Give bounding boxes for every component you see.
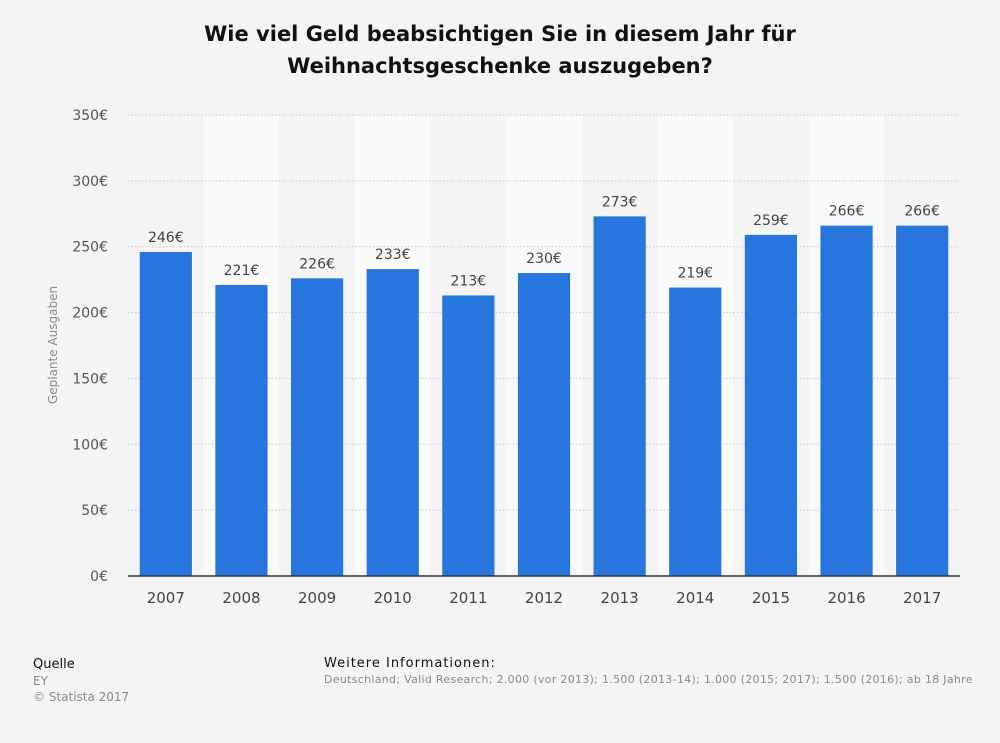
bar — [290, 278, 344, 576]
y-axis-title: Geplante Ausgaben — [46, 286, 60, 404]
y-tick-label: 300€ — [72, 174, 108, 190]
data-label: 219€ — [677, 266, 713, 282]
y-tick-label: 50€ — [81, 503, 108, 519]
y-tick-label: 200€ — [72, 306, 108, 322]
x-tick-label: 2015 — [752, 589, 790, 607]
x-tick-label: 2010 — [374, 589, 412, 607]
bar — [593, 216, 646, 577]
x-tick-label: 2012 — [525, 589, 563, 607]
source-block: Quelle EY © Statista 2017 — [33, 657, 129, 705]
data-label: 226€ — [299, 256, 335, 272]
data-label: 273€ — [602, 194, 638, 210]
y-tick-label: 100€ — [72, 437, 108, 453]
y-tick-label: 150€ — [72, 371, 108, 387]
info-heading: Weitere Informationen: — [324, 656, 496, 671]
bar — [442, 295, 495, 576]
y-tick-label: 350€ — [72, 108, 108, 124]
chart-title-line-2: Weihnachtsgeschenke auszugeben? — [287, 54, 713, 78]
chart-title: Wie viel Geld beabsichtigen Sie in diese… — [0, 18, 1000, 82]
bar — [215, 284, 268, 576]
data-label: 266€ — [829, 204, 865, 220]
x-tick-label: 2013 — [601, 589, 639, 607]
x-tick-label: 2016 — [827, 589, 865, 607]
data-label: 266€ — [904, 204, 940, 220]
bar — [744, 234, 798, 577]
bar — [669, 287, 722, 576]
bar — [366, 269, 419, 576]
info-block: Weitere Informationen: Deutschland; Vali… — [324, 656, 1000, 688]
data-label: 246€ — [148, 230, 184, 246]
x-tick-label: 2007 — [147, 589, 185, 607]
x-tick-label: 2017 — [903, 589, 941, 607]
info-text: Deutschland; Valid Research; 2.000 (vor … — [324, 673, 973, 686]
y-tick-label: 0€ — [90, 569, 108, 585]
y-tick-label: 250€ — [72, 240, 108, 256]
x-tick-label: 2011 — [449, 589, 487, 607]
source-name: EY — [33, 674, 48, 688]
source-heading: Quelle — [33, 657, 75, 672]
copyright: © Statista 2017 — [33, 690, 130, 704]
chart-title-line-1: Wie viel Geld beabsichtigen Sie in diese… — [204, 22, 796, 46]
bar — [896, 225, 949, 576]
bar — [517, 273, 571, 576]
x-tick-label: 2009 — [298, 589, 336, 607]
bar — [820, 225, 873, 576]
x-tick-label: 2008 — [222, 589, 260, 607]
x-tick-label: 2014 — [676, 589, 714, 607]
bar — [139, 251, 192, 577]
data-label: 213€ — [451, 273, 487, 289]
data-label: 259€ — [753, 213, 789, 229]
data-label: 221€ — [224, 263, 260, 279]
data-label: 230€ — [526, 251, 562, 267]
data-label: 233€ — [375, 247, 411, 263]
